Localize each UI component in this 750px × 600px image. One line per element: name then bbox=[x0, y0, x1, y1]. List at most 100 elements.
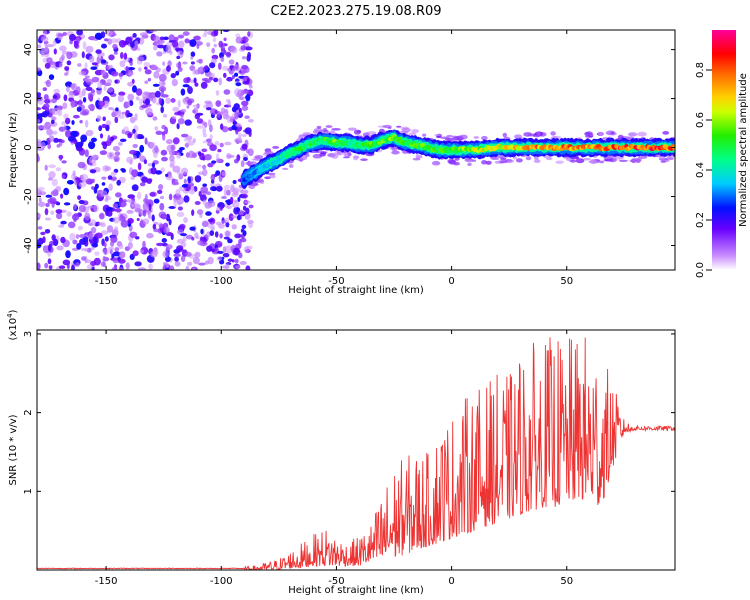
noise-speckle bbox=[114, 116, 119, 124]
ridge-halo bbox=[353, 129, 361, 135]
noise-speckle bbox=[98, 125, 103, 132]
ridge-halo bbox=[391, 147, 398, 152]
colorbar-tick-label: 0.0 bbox=[695, 262, 706, 278]
noise-speckle bbox=[87, 93, 94, 101]
noise-speckle bbox=[193, 35, 201, 41]
noise-speckle bbox=[245, 207, 250, 215]
noise-speckle bbox=[168, 150, 175, 156]
noise-speckle bbox=[114, 79, 118, 84]
noise-speckle bbox=[86, 264, 93, 270]
noise-speckle bbox=[175, 189, 181, 197]
ridge-halo bbox=[331, 154, 339, 159]
noise-speckle bbox=[165, 262, 169, 269]
ridge-halo bbox=[569, 159, 577, 163]
noise-speckle bbox=[143, 62, 151, 67]
noise-speckle bbox=[227, 238, 233, 244]
noise-speckle bbox=[104, 38, 109, 42]
noise-speckle bbox=[134, 131, 138, 140]
noise-speckle bbox=[45, 194, 53, 198]
noise-speckle bbox=[85, 178, 94, 185]
noise-speckle bbox=[225, 263, 230, 270]
ridge-cell bbox=[275, 159, 281, 164]
x-tick-label: -100 bbox=[210, 276, 233, 287]
noise-speckle bbox=[242, 205, 247, 211]
noise-speckle bbox=[43, 94, 49, 101]
noise-speckle bbox=[182, 235, 187, 243]
noise-speckle bbox=[183, 77, 190, 84]
noise-speckle bbox=[229, 196, 234, 204]
noise-speckle bbox=[106, 79, 113, 84]
ridge-halo bbox=[499, 160, 508, 164]
ridge-halo bbox=[325, 125, 333, 128]
noise-speckle bbox=[206, 42, 211, 48]
noise-speckle bbox=[90, 226, 97, 234]
noise-speckle bbox=[241, 100, 249, 107]
noise-speckle bbox=[172, 115, 176, 120]
noise-speckle bbox=[244, 200, 251, 204]
noise-speckle bbox=[166, 65, 171, 72]
noise-speckle bbox=[238, 96, 245, 101]
noise-speckle bbox=[139, 98, 143, 106]
noise-speckle bbox=[98, 222, 102, 226]
noise-speckle bbox=[110, 38, 118, 44]
noise-speckle bbox=[194, 82, 199, 87]
snr-y-multiplier: (x104) bbox=[6, 309, 19, 340]
noise-speckle bbox=[187, 140, 195, 146]
noise-speckle bbox=[204, 30, 208, 35]
noise-speckle bbox=[107, 87, 114, 93]
noise-speckle bbox=[55, 167, 62, 172]
ridge-halo bbox=[481, 160, 488, 165]
noise-speckle bbox=[144, 66, 148, 70]
noise-speckle bbox=[211, 223, 215, 230]
noise-speckle bbox=[205, 211, 212, 216]
noise-speckle bbox=[77, 63, 82, 67]
noise-speckle bbox=[108, 183, 113, 191]
noise-speckle bbox=[226, 76, 233, 82]
noise-speckle bbox=[37, 92, 42, 97]
noise-speckle bbox=[102, 248, 110, 255]
noise-speckle bbox=[37, 213, 41, 218]
noise-speckle bbox=[48, 171, 56, 179]
noise-speckle bbox=[202, 127, 207, 135]
noise-speckle bbox=[65, 117, 71, 125]
noise-speckle bbox=[243, 157, 248, 161]
noise-speckle bbox=[63, 202, 71, 206]
ridge-halo bbox=[434, 134, 442, 137]
noise-speckle bbox=[44, 208, 49, 216]
noise-speckle bbox=[77, 195, 82, 201]
noise-speckle bbox=[190, 61, 195, 65]
noise-speckle bbox=[198, 58, 203, 64]
noise-speckle bbox=[178, 118, 185, 125]
noise-speckle bbox=[78, 205, 86, 213]
colorbar-tick-label: 0.2 bbox=[695, 212, 706, 228]
noise-speckle bbox=[70, 100, 76, 108]
noise-speckle bbox=[57, 224, 64, 228]
noise-speckle bbox=[132, 85, 137, 93]
noise-speckle bbox=[112, 203, 119, 209]
noise-speckle bbox=[178, 40, 185, 49]
noise-speckle bbox=[180, 233, 187, 237]
noise-speckle bbox=[174, 261, 181, 267]
noise-speckle bbox=[180, 88, 186, 96]
ridge-halo bbox=[324, 129, 329, 133]
noise-speckle bbox=[174, 111, 181, 116]
noise-speckle bbox=[173, 253, 181, 258]
noise-speckle bbox=[119, 138, 127, 142]
x-tick-label: -150 bbox=[95, 276, 118, 287]
noise-speckle bbox=[165, 45, 172, 54]
colorbar-gradient bbox=[712, 30, 736, 270]
noise-speckle bbox=[59, 45, 67, 52]
ridge-halo bbox=[391, 150, 400, 155]
noise-speckle bbox=[159, 195, 165, 200]
noise-speckle bbox=[172, 137, 180, 145]
noise-speckle bbox=[121, 111, 126, 115]
noise-speckle bbox=[198, 262, 206, 266]
noise-speckle bbox=[143, 91, 150, 96]
noise-speckle bbox=[163, 226, 170, 234]
noise-speckle bbox=[51, 116, 57, 121]
noise-speckle bbox=[223, 72, 227, 78]
noise-speckle bbox=[125, 36, 132, 45]
noise-speckle bbox=[131, 169, 139, 178]
noise-speckle bbox=[93, 204, 99, 213]
noise-speckle bbox=[112, 216, 121, 224]
